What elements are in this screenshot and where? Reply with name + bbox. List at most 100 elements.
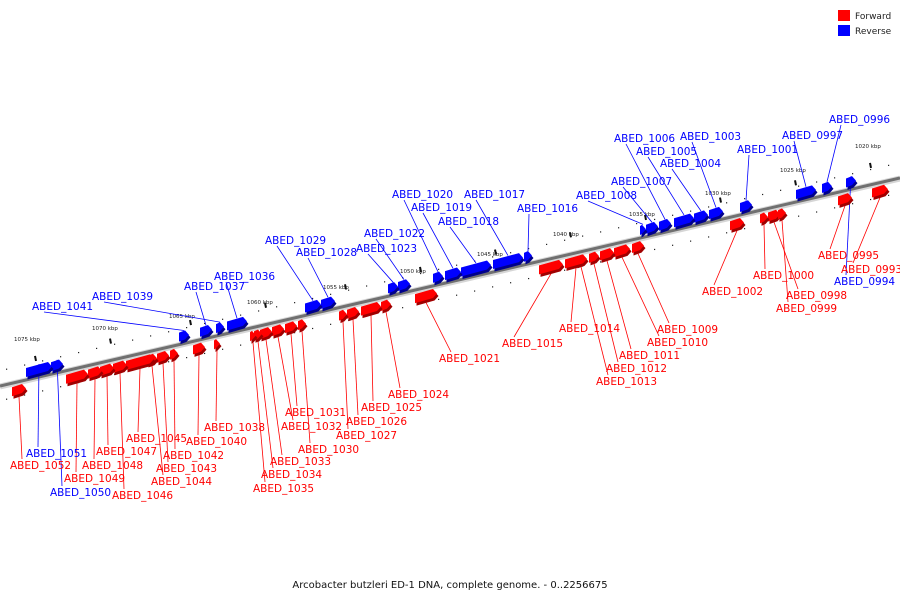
gene-label-abed_1017[interactable]: ABED_1017 (464, 189, 525, 201)
gene-feature-abed_1037[interactable] (200, 325, 212, 337)
gene-label-abed_1045[interactable]: ABED_1045 (126, 433, 187, 445)
gene-label-abed_1022[interactable]: ABED_1022 (364, 228, 425, 240)
gene-feature-abed_1025[interactable] (361, 301, 381, 316)
gene-feature-abed_1046[interactable] (113, 360, 127, 373)
gene-label-abed_1052[interactable]: ABED_1052 (10, 460, 71, 472)
gene-feature-abed_1020[interactable] (433, 271, 443, 283)
gene-feature-abed_1011[interactable] (600, 248, 614, 261)
gene-label-abed_1048[interactable]: ABED_1048 (82, 460, 143, 472)
gene-feature-abed_1048[interactable] (88, 366, 102, 379)
gene-label-abed_1030[interactable]: ABED_1030 (298, 444, 359, 456)
gene-feature-abed_1041[interactable] (179, 330, 189, 342)
gene-feature-abed_1005[interactable] (674, 213, 694, 228)
gene-label-abed_1004[interactable]: ABED_1004 (660, 158, 721, 170)
gene-feature-abed_1040[interactable] (193, 342, 205, 355)
gene-feature-abed_0996[interactable] (822, 181, 832, 194)
gene-label-abed_1024[interactable]: ABED_1024 (388, 389, 449, 401)
gene-label-abed_1000[interactable]: ABED_1000 (753, 270, 814, 282)
gene-label-abed_1033[interactable]: ABED_1033 (270, 456, 331, 468)
gene-label-abed_1031[interactable]: ABED_1031 (285, 407, 346, 419)
gene-label-abed_1046[interactable]: ABED_1046 (112, 490, 173, 502)
gene-feature-abed_1023[interactable] (388, 282, 398, 294)
gene-label-abed_1026[interactable]: ABED_1026 (346, 416, 407, 428)
gene-feature-abed_0995[interactable] (838, 193, 852, 206)
gene-label-abed_1008[interactable]: ABED_1008 (576, 190, 637, 202)
gene-feature-abed_1017[interactable] (493, 253, 523, 270)
gene-label-abed_0994[interactable]: ABED_0994 (834, 276, 895, 288)
gene-label-abed_1023[interactable]: ABED_1023 (356, 243, 417, 255)
gene-feature-abed_1004[interactable] (694, 210, 708, 223)
gene-label-abed_1016[interactable]: ABED_1016 (517, 203, 578, 215)
gene-feature-abed_1029[interactable] (305, 299, 321, 313)
gene-feature-abed_1010[interactable] (614, 244, 630, 258)
gene-label-abed_1002[interactable]: ABED_1002 (702, 286, 763, 298)
gene-label-abed_0995[interactable]: ABED_0995 (818, 250, 879, 262)
gene-feature-abed_1050[interactable] (51, 359, 63, 372)
gene-label-abed_1021[interactable]: ABED_1021 (439, 353, 500, 365)
gene-label-abed_0999[interactable]: ABED_0999 (776, 303, 837, 315)
gene-label-abed_0993[interactable]: ABED_0993 (841, 264, 900, 276)
gene-label-abed_1044[interactable]: ABED_1044 (151, 476, 212, 488)
gene-label-abed_1028[interactable]: ABED_1028 (296, 247, 357, 259)
gene-feature-abed_1035[interactable] (250, 330, 256, 342)
gene-feature-abed_1043[interactable] (157, 350, 169, 363)
gene-feature-abed_1031[interactable] (285, 321, 297, 334)
gene-feature-abed_1019[interactable] (445, 267, 461, 281)
gene-feature-abed_1014[interactable] (565, 254, 587, 269)
gene-feature-abed_1051[interactable] (26, 361, 52, 377)
gene-label-abed_1051[interactable]: ABED_1051 (26, 448, 87, 460)
gene-label-abed_1010[interactable]: ABED_1010 (647, 337, 708, 349)
gene-feature-abed_0997[interactable] (796, 185, 816, 200)
gene-feature-abed_1038[interactable] (214, 339, 220, 350)
gene-label-abed_0996[interactable]: ABED_0996 (829, 114, 890, 126)
gene-feature-abed_1047[interactable] (100, 363, 114, 376)
gene-label-abed_0998[interactable]: ABED_0998 (786, 290, 847, 302)
gene-label-abed_1025[interactable]: ABED_1025 (361, 402, 422, 414)
gene-feature-abed_1008[interactable] (640, 224, 646, 236)
gene-label-abed_1035[interactable]: ABED_1035 (253, 483, 314, 495)
gene-feature-abed_1000[interactable] (760, 212, 768, 224)
gene-label-abed_1047[interactable]: ABED_1047 (96, 446, 157, 458)
gene-label-abed_1003[interactable]: ABED_1003 (680, 131, 741, 143)
gene-feature-abed_1007[interactable] (646, 221, 658, 234)
gene-label-abed_1049[interactable]: ABED_1049 (64, 473, 125, 485)
gene-label-abed_1011[interactable]: ABED_1011 (619, 350, 680, 362)
gene-label-abed_1013[interactable]: ABED_1013 (596, 376, 657, 388)
gene-feature-abed_1001[interactable] (740, 200, 752, 212)
gene-label-abed_1029[interactable]: ABED_1029 (265, 235, 326, 247)
gene-label-abed_1007[interactable]: ABED_1007 (611, 176, 672, 188)
gene-feature-abed_1036[interactable] (227, 316, 247, 331)
gene-label-abed_1018[interactable]: ABED_1018 (438, 216, 499, 228)
gene-label-abed_1041[interactable]: ABED_1041 (32, 301, 93, 313)
gene-feature-abed_1028[interactable] (321, 296, 335, 309)
gene-feature-abed_1016[interactable] (524, 251, 532, 262)
gene-label-abed_1038[interactable]: ABED_1038 (204, 422, 265, 434)
gene-label-abed_1012[interactable]: ABED_1012 (606, 363, 667, 375)
gene-label-abed_1037[interactable]: ABED_1037 (184, 281, 245, 293)
gene-feature-abed_0994[interactable] (846, 176, 856, 188)
gene-label-abed_1005[interactable]: ABED_1005 (636, 146, 697, 158)
gene-label-abed_1027[interactable]: ABED_1027 (336, 430, 397, 442)
gene-feature-abed_1045[interactable] (126, 354, 154, 370)
gene-label-abed_1032[interactable]: ABED_1032 (281, 421, 342, 433)
gene-feature-abed_1015[interactable] (539, 259, 563, 275)
gene-feature-abed_1003[interactable] (709, 206, 723, 220)
gene-feature-abed_1030[interactable] (298, 319, 306, 331)
gene-label-abed_1009[interactable]: ABED_1009 (657, 324, 718, 336)
gene-label-abed_1006[interactable]: ABED_1006 (614, 133, 675, 145)
gene-label-abed_1014[interactable]: ABED_1014 (559, 323, 620, 335)
gene-feature-abed_1022[interactable] (398, 279, 410, 292)
gene-feature-abed_1012[interactable] (589, 251, 599, 263)
gene-label-abed_0997[interactable]: ABED_0997 (782, 130, 843, 142)
gene-label-abed_1034[interactable]: ABED_1034 (261, 469, 322, 481)
gene-feature-abed_1052[interactable] (12, 383, 26, 397)
gene-feature-abed_0993[interactable] (872, 184, 888, 198)
gene-feature-abed_1032[interactable] (272, 324, 284, 337)
gene-label-abed_1039[interactable]: ABED_1039 (92, 291, 153, 303)
gene-feature-abed_1026[interactable] (347, 307, 359, 319)
gene-label-abed_1040[interactable]: ABED_1040 (186, 436, 247, 448)
gene-feature-abed_1042[interactable] (170, 348, 178, 360)
gene-feature-abed_1021[interactable] (415, 289, 437, 304)
gene-feature-abed_1049[interactable] (66, 369, 88, 384)
gene-feature-abed_1002[interactable] (730, 218, 744, 231)
